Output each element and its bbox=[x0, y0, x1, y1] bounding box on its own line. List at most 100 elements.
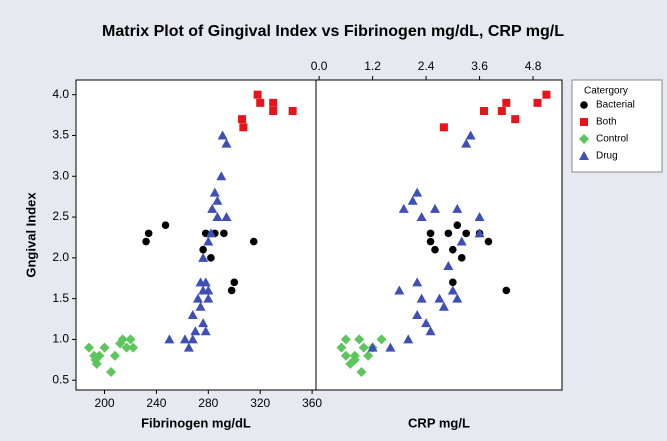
legend-label: Control bbox=[596, 134, 628, 145]
x-tick-label: 1.2 bbox=[364, 59, 381, 73]
point bbox=[238, 115, 247, 124]
point bbox=[484, 237, 493, 246]
x-tick-label: 240 bbox=[146, 396, 166, 410]
x-tick-label: 280 bbox=[198, 396, 218, 410]
point bbox=[429, 203, 440, 213]
point bbox=[502, 98, 511, 107]
point bbox=[480, 107, 489, 115]
point bbox=[336, 342, 347, 353]
point bbox=[142, 237, 150, 246]
point bbox=[190, 326, 201, 336]
point bbox=[117, 334, 128, 345]
point bbox=[461, 138, 472, 148]
point bbox=[212, 195, 223, 205]
point bbox=[205, 228, 216, 238]
y-axis-label: Gngival Index bbox=[23, 192, 38, 278]
legend-label: Both bbox=[596, 117, 617, 128]
point bbox=[449, 245, 457, 254]
y-tick-label: 2.5 bbox=[52, 209, 69, 223]
point bbox=[198, 252, 209, 262]
point bbox=[253, 90, 262, 99]
point bbox=[438, 301, 449, 311]
point bbox=[376, 334, 387, 345]
x-tick-label: 2.4 bbox=[418, 59, 435, 73]
point bbox=[200, 277, 211, 287]
point bbox=[161, 221, 170, 230]
point bbox=[216, 171, 227, 181]
point bbox=[412, 277, 423, 287]
point bbox=[164, 334, 175, 344]
y-tick-label: 2.0 bbox=[52, 250, 69, 264]
point bbox=[511, 115, 520, 124]
x-tick-label: 0.0 bbox=[311, 59, 328, 73]
point bbox=[449, 278, 457, 287]
point bbox=[203, 285, 214, 295]
point bbox=[453, 221, 462, 230]
point bbox=[187, 334, 198, 344]
point bbox=[474, 212, 485, 222]
point bbox=[465, 130, 476, 140]
point bbox=[456, 236, 467, 246]
point bbox=[462, 229, 470, 238]
legend-marker bbox=[579, 134, 589, 144]
point bbox=[403, 334, 414, 344]
point bbox=[209, 187, 220, 197]
y-tick-label: 1.5 bbox=[52, 291, 69, 305]
point bbox=[407, 195, 418, 205]
point bbox=[217, 130, 228, 140]
point bbox=[542, 90, 551, 99]
point bbox=[269, 107, 278, 115]
x-tick-label: 200 bbox=[95, 396, 115, 410]
point bbox=[128, 342, 139, 353]
point bbox=[444, 229, 453, 238]
point bbox=[385, 342, 396, 352]
point bbox=[207, 203, 218, 213]
point bbox=[443, 261, 454, 270]
point bbox=[106, 367, 117, 378]
point bbox=[221, 212, 232, 222]
y-tick-label: 3.0 bbox=[52, 168, 69, 182]
x-tick-label: 320 bbox=[250, 396, 270, 410]
point bbox=[125, 334, 136, 345]
point bbox=[447, 285, 458, 295]
point bbox=[249, 237, 258, 246]
point bbox=[412, 187, 423, 197]
point bbox=[426, 237, 435, 246]
point bbox=[452, 203, 463, 213]
chart-title: Matrix Plot of Gingival Index vs Fibrino… bbox=[102, 23, 564, 40]
legend-title: Catergory bbox=[584, 86, 628, 97]
point bbox=[416, 212, 427, 222]
point bbox=[230, 278, 239, 287]
point bbox=[256, 98, 265, 107]
x-tick-label: 360 bbox=[302, 396, 322, 410]
point bbox=[416, 293, 427, 303]
point bbox=[425, 326, 436, 336]
point bbox=[183, 342, 194, 352]
point bbox=[358, 342, 369, 353]
plot-area bbox=[75, 79, 317, 391]
point bbox=[220, 229, 228, 238]
point bbox=[109, 350, 120, 361]
point bbox=[533, 98, 542, 107]
point bbox=[239, 123, 248, 132]
point bbox=[199, 245, 207, 254]
point bbox=[288, 107, 297, 115]
legend-marker bbox=[580, 101, 588, 109]
point bbox=[187, 309, 198, 319]
point bbox=[203, 236, 214, 246]
point bbox=[198, 318, 209, 328]
point bbox=[421, 318, 432, 328]
legend-marker bbox=[579, 151, 589, 160]
point bbox=[200, 326, 211, 336]
point bbox=[356, 367, 367, 378]
point bbox=[426, 229, 435, 238]
plot-area bbox=[315, 79, 563, 391]
point bbox=[121, 342, 132, 353]
point bbox=[90, 354, 101, 365]
x-tick-label: 3.6 bbox=[471, 59, 488, 73]
point bbox=[349, 354, 360, 365]
y-tick-label: 1.0 bbox=[52, 332, 69, 346]
y-tick-label: 4.0 bbox=[52, 87, 69, 101]
point bbox=[83, 342, 94, 353]
